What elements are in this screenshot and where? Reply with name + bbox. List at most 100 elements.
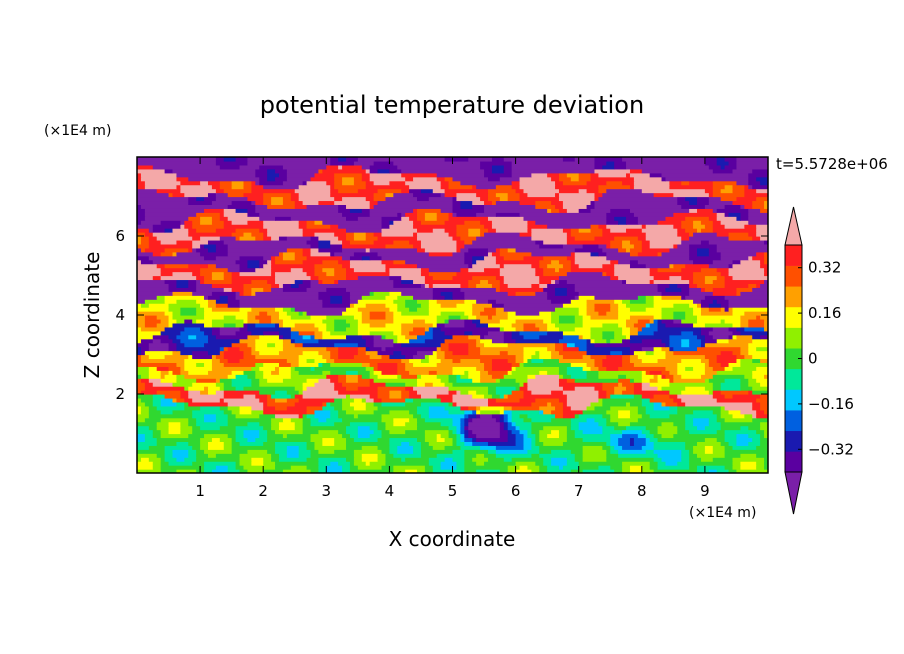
contour-cell	[302, 251, 312, 257]
contour-cell	[251, 279, 268, 284]
contour-cell	[211, 307, 241, 312]
contour-cell	[480, 445, 497, 450]
contour-cell	[176, 279, 189, 284]
contour-cell	[535, 200, 552, 205]
contour-cell	[689, 453, 698, 458]
contour-cell	[535, 291, 548, 296]
contour-cell	[409, 358, 422, 363]
contour-cell	[255, 437, 268, 442]
contour-cell	[365, 236, 379, 241]
contour-cell	[582, 322, 603, 328]
contour-cell	[704, 386, 714, 391]
contour-cell	[491, 366, 513, 371]
contour-cell	[551, 390, 564, 395]
contour-cell	[278, 334, 284, 340]
contour-cell	[263, 192, 292, 198]
contour-cell	[314, 271, 327, 277]
contour-cell	[539, 283, 548, 288]
contour-cell	[515, 188, 525, 194]
contour-cell	[712, 374, 745, 379]
contour-cell	[756, 176, 768, 182]
contour-cell	[637, 405, 647, 411]
contour-cell	[369, 374, 379, 379]
contour-cell	[302, 421, 312, 427]
contour-cell	[282, 318, 323, 324]
contour-cell	[456, 429, 461, 435]
contour-cell	[598, 251, 607, 257]
contour-cell	[590, 338, 596, 344]
contour-cell	[484, 224, 493, 229]
contour-cell	[140, 397, 154, 403]
contour-cell	[562, 342, 568, 348]
contour-cell	[267, 429, 276, 435]
contour-cell	[610, 394, 635, 399]
contour-cell	[298, 413, 304, 419]
contour-cell	[401, 275, 426, 281]
contour-cell	[657, 453, 682, 458]
contour-cell	[140, 457, 150, 462]
contour-cell	[535, 204, 556, 209]
contour-cell	[184, 326, 201, 332]
contour-cell	[239, 307, 252, 312]
contour-cell	[716, 417, 726, 423]
contour-cell	[606, 311, 619, 316]
contour-cell	[555, 307, 580, 312]
contour-cell	[381, 232, 414, 237]
contour-cell	[192, 382, 217, 387]
contour-cell	[413, 192, 442, 198]
contour-cell	[511, 421, 517, 427]
contour-cell	[369, 172, 402, 178]
contour-cell	[385, 311, 394, 316]
contour-cell	[385, 334, 398, 340]
contour-cell	[377, 390, 390, 395]
contour-cell	[618, 303, 627, 308]
contour-cell	[712, 394, 726, 399]
contour-cell	[764, 465, 768, 470]
contour-cell	[539, 449, 552, 454]
contour-cell	[523, 326, 540, 332]
contour-cell	[271, 200, 284, 205]
contour-cell	[275, 366, 280, 371]
contour-cell	[401, 168, 485, 174]
contour-cell	[334, 196, 343, 202]
contour-cell	[346, 204, 371, 209]
contour-cell	[602, 271, 607, 277]
contour-cell	[180, 184, 213, 190]
contour-cell	[286, 172, 316, 178]
colorbar-bin	[785, 327, 802, 349]
contour-cell	[760, 180, 768, 186]
contour-cell	[338, 350, 359, 356]
contour-cell	[389, 445, 398, 450]
contour-cell	[712, 192, 745, 198]
contour-cell	[689, 200, 698, 205]
contour-cell	[211, 220, 225, 225]
contour-cell	[160, 338, 174, 344]
contour-cell	[357, 370, 371, 375]
contour-cell	[239, 469, 249, 473]
contour-cell	[582, 315, 592, 320]
contour-cell	[641, 382, 651, 387]
contour-cell	[551, 429, 560, 435]
contour-cell	[689, 465, 698, 470]
contour-cell	[547, 401, 552, 407]
contour-cell	[137, 212, 146, 217]
contour-cell	[712, 259, 734, 265]
contour-cell	[152, 251, 162, 257]
x-tick-label: 6	[511, 482, 521, 500]
contour-cell	[436, 346, 442, 352]
contour-cell	[716, 338, 730, 344]
contour-cell	[314, 358, 327, 363]
contour-cell	[476, 437, 509, 442]
contour-cell	[555, 180, 564, 186]
contour-cell	[499, 318, 517, 324]
contour-cell	[472, 441, 489, 446]
contour-cell	[586, 370, 600, 375]
contour-cell	[558, 397, 568, 403]
contour-cell	[338, 204, 347, 209]
contour-cell	[661, 346, 671, 352]
contour-cell	[622, 382, 635, 387]
contour-cell	[476, 259, 497, 265]
contour-cell	[176, 172, 256, 178]
contour-cell	[231, 200, 252, 205]
contour-cell	[385, 346, 438, 352]
